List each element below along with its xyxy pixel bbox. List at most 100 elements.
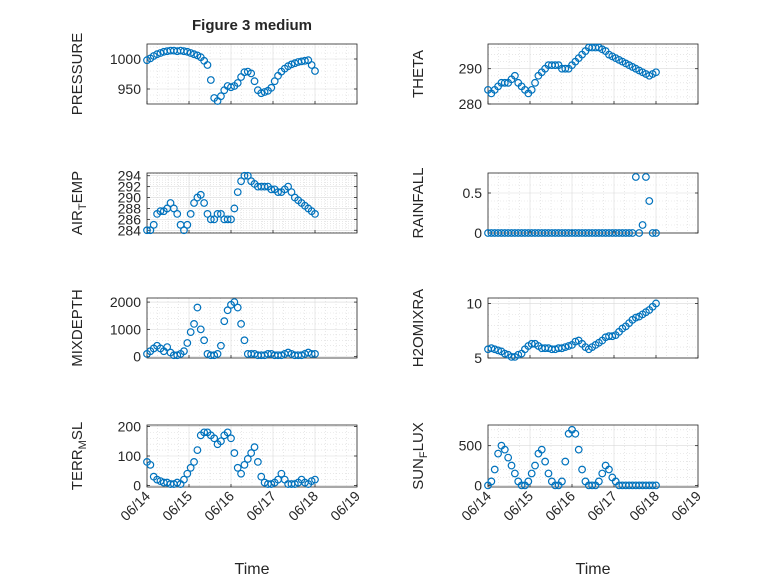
panel-7-data-point	[210, 434, 219, 443]
panel-8-data-point	[558, 477, 566, 486]
panel-7-data-point	[250, 443, 259, 452]
panel-7-data-point	[240, 460, 249, 469]
panel-1-data-point	[270, 77, 279, 86]
panel-4: 0 0.5 RAINFALL	[410, 168, 699, 241]
panel-5-data-point	[163, 343, 172, 351]
panel-4-data-point	[638, 221, 647, 229]
panel-7-ytick-label: 0	[133, 478, 141, 494]
panel-7-data-point	[217, 437, 225, 446]
panel-2-grid	[487, 44, 699, 105]
x-axis-label-left: Time	[235, 561, 270, 578]
panel-1-data-point	[287, 60, 296, 69]
panel-1-data-point	[233, 79, 242, 87]
panel-6-data-point	[507, 353, 516, 361]
panel-6-axes-box	[487, 297, 699, 359]
panel-8-ytick-label: 500	[459, 438, 483, 454]
panel-3-data-point	[237, 177, 245, 186]
panel-1: 950 1000 PRESSURE	[69, 33, 358, 115]
panel-1-series	[143, 46, 319, 105]
panel-6-data-point	[564, 342, 573, 350]
panel-3-data-point	[156, 207, 165, 216]
panel-5-data-point	[311, 350, 319, 358]
panel-3-data-point	[190, 199, 198, 207]
panel-3-data-point	[311, 210, 319, 218]
panel-1-data-point	[311, 67, 319, 75]
panel-4-data-point	[635, 229, 644, 237]
panel-2-data-point	[500, 78, 509, 87]
panel-3-data-point	[200, 199, 209, 207]
panel-8-xtick-label: 06/18	[626, 488, 662, 524]
panel-3-data-point	[227, 215, 235, 224]
panel-3-data-point	[183, 220, 192, 229]
panel-2-ytick-label: 290	[459, 61, 483, 77]
panel-6-data-point	[487, 344, 496, 353]
panel-3-data-point	[186, 210, 195, 218]
panel-3-data-point	[284, 182, 293, 191]
panel-2-data-point	[531, 78, 539, 87]
panel-8-data-point	[648, 481, 657, 490]
panel-8-data-point	[551, 481, 560, 490]
panel-2: 280 290 THETA	[410, 43, 699, 112]
panel-3-data-point	[206, 215, 215, 224]
panel-8-series	[484, 425, 660, 490]
panel-8-data-point	[517, 481, 526, 490]
panel-3-series	[143, 171, 319, 235]
panel-5-data-point	[237, 320, 245, 328]
panel-1-data-point	[267, 83, 276, 92]
panel-2-data-point	[551, 61, 560, 70]
panel-7-ytick-label: 200	[118, 418, 142, 434]
panel-3-data-point	[267, 185, 276, 194]
panel-8-data-point	[588, 481, 597, 490]
panel-4-grid	[487, 173, 699, 234]
panel-5-ylabel: MIXDEPTH	[69, 289, 86, 367]
panel-3-ytick-label: 286	[118, 211, 142, 227]
panel-1-data-point	[153, 50, 161, 59]
panel-2-data-point	[561, 64, 570, 73]
panel-5-data-point	[200, 336, 209, 345]
panel-7-data-point	[237, 469, 245, 478]
panel-8-data-point	[541, 457, 550, 466]
panel-8-data-point	[594, 477, 603, 486]
panel-5-data-point	[190, 320, 198, 328]
panel-8-xtick-label: 06/19	[668, 488, 704, 524]
panel-3-data-point	[210, 215, 219, 224]
panel-8-data-point	[507, 461, 516, 470]
panel-7-data-point	[253, 458, 262, 466]
panel-5-series	[143, 298, 319, 360]
panel-4-axes-box	[487, 172, 699, 234]
panel-5-data-point	[180, 347, 188, 356]
panel-3-ytick-label: 290	[118, 190, 142, 206]
panel-2-data-point	[510, 71, 519, 80]
panel-8-xtick-label: 06/17	[584, 488, 620, 524]
panel-3-data-point	[143, 226, 151, 235]
panel-2-data-point	[652, 68, 660, 77]
panel-3-data-point	[240, 171, 249, 180]
x-axis-label-right: Time	[576, 561, 611, 578]
panel-7-data-point	[311, 475, 319, 484]
panel-3-data-point	[146, 226, 155, 235]
panel-5-data-point	[193, 303, 202, 312]
panel-1-data-point	[217, 92, 225, 101]
panel-1-ytick-label: 950	[118, 81, 142, 97]
panel-6-ylabel: H2OMIXRA	[410, 289, 427, 367]
panel-5-ytick-label: 1000	[110, 321, 141, 337]
panel-7-data-point	[230, 449, 239, 457]
panel-5-data-point	[183, 339, 192, 347]
panel-8-data-point	[605, 465, 613, 474]
panel-7-data-point	[257, 472, 266, 481]
panel-7-data-point	[193, 446, 202, 454]
panel-5-grid	[146, 298, 358, 358]
panel-3-data-point	[243, 171, 252, 180]
panel-3-data-point	[203, 210, 212, 218]
panel-5-data-point	[230, 298, 239, 306]
panel-5-axes-box	[146, 297, 358, 359]
panel-7-series	[143, 428, 319, 488]
panel-6-ytick-label: 5	[474, 350, 482, 366]
panel-5-data-point	[217, 341, 225, 350]
panel-7-data-point	[146, 460, 155, 469]
panel-3-ytick-label: 284	[118, 222, 142, 238]
panel-4-data-point	[625, 229, 634, 237]
panel-3-ylabel: AIRTEMP	[69, 171, 89, 235]
panel-8-data-point	[494, 449, 502, 458]
